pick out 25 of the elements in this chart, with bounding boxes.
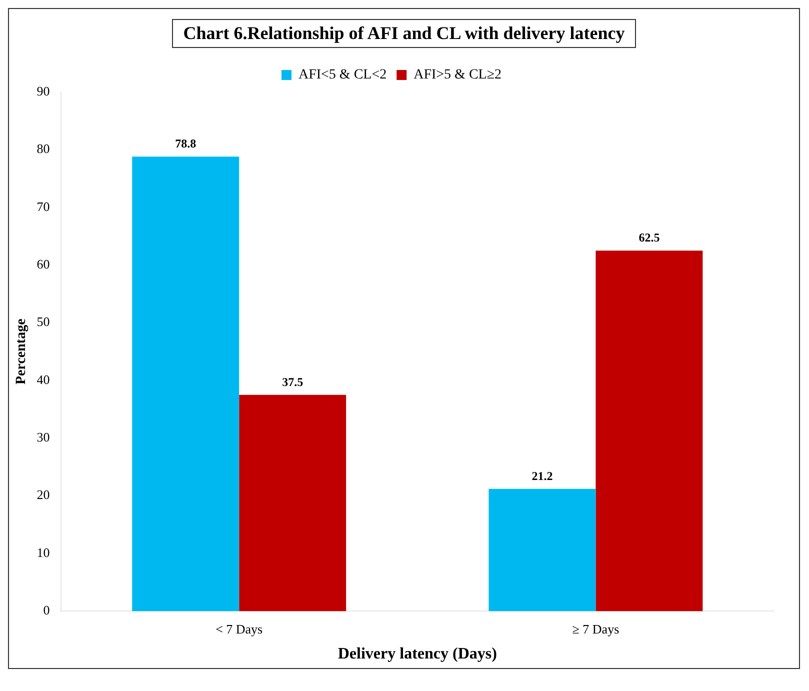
y-tick-label: 0 <box>43 602 50 618</box>
bar <box>239 394 346 612</box>
y-tick-label: 70 <box>36 198 50 214</box>
x-tick-label: ≥ 7 Days <box>572 621 620 636</box>
chart-title: Chart 6.Relationship of AFI and CL with delivery latency <box>172 19 636 48</box>
data-label: 62.5 <box>638 230 660 245</box>
bar <box>132 156 240 612</box>
y-tick-label: 50 <box>36 314 50 330</box>
bar <box>596 250 703 612</box>
legend-label: AFI<5 & CL<2 <box>298 68 387 83</box>
x-tick-label: < 7 Days <box>216 621 263 636</box>
data-label: 37.5 <box>282 374 304 389</box>
legend-label: AFI>5 & CL≥2 <box>414 68 502 83</box>
y-tick-label: 40 <box>36 372 50 387</box>
y-tick-label: 60 <box>36 256 50 272</box>
x-axis-title: Delivery latency (Days) <box>338 646 497 663</box>
y-tick-label: 90 <box>36 83 50 98</box>
y-tick-label: 10 <box>36 544 50 560</box>
data-label: 78.8 <box>175 136 196 151</box>
data-label: 21.2 <box>532 468 553 483</box>
bar <box>488 488 596 612</box>
y-tick-label: 20 <box>36 487 50 502</box>
y-axis-title: Percentage <box>14 318 30 385</box>
y-tick-label: 30 <box>36 430 50 445</box>
y-tick-label: 80 <box>36 141 50 156</box>
